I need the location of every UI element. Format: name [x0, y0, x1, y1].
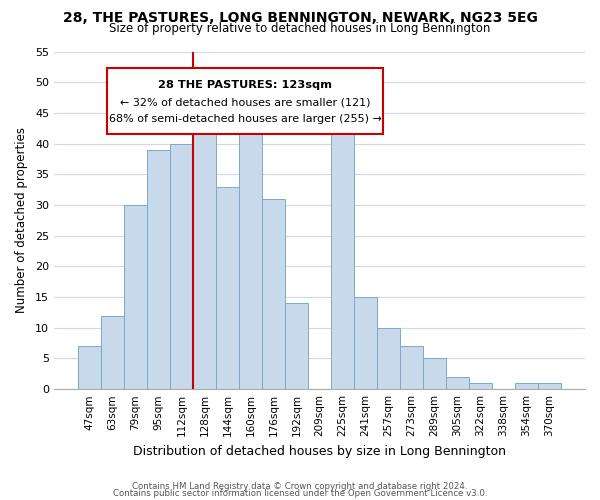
Bar	[423, 358, 446, 389]
X-axis label: Distribution of detached houses by size in Long Bennington: Distribution of detached houses by size …	[133, 444, 506, 458]
Text: Contains public sector information licensed under the Open Government Licence v3: Contains public sector information licen…	[113, 489, 487, 498]
Bar	[170, 144, 193, 389]
Bar	[101, 316, 124, 389]
Bar	[285, 303, 308, 389]
Bar	[515, 383, 538, 389]
Text: 28 THE PASTURES: 123sqm: 28 THE PASTURES: 123sqm	[158, 80, 332, 90]
Text: ← 32% of detached houses are smaller (121): ← 32% of detached houses are smaller (12…	[120, 97, 370, 107]
Bar	[469, 383, 492, 389]
Text: 68% of semi-detached houses are larger (255) →: 68% of semi-detached houses are larger (…	[109, 114, 382, 124]
Bar	[78, 346, 101, 389]
Bar	[262, 199, 285, 389]
Bar	[193, 132, 216, 389]
Bar	[446, 377, 469, 389]
Y-axis label: Number of detached properties: Number of detached properties	[15, 128, 28, 314]
FancyBboxPatch shape	[107, 68, 383, 134]
Text: Size of property relative to detached houses in Long Bennington: Size of property relative to detached ho…	[109, 22, 491, 35]
Bar	[124, 205, 147, 389]
Bar	[538, 383, 561, 389]
Bar	[354, 297, 377, 389]
Bar	[147, 150, 170, 389]
Bar	[400, 346, 423, 389]
Text: 28, THE PASTURES, LONG BENNINGTON, NEWARK, NG23 5EG: 28, THE PASTURES, LONG BENNINGTON, NEWAR…	[62, 11, 538, 25]
Bar	[331, 132, 354, 389]
Bar	[239, 113, 262, 389]
Text: Contains HM Land Registry data © Crown copyright and database right 2024.: Contains HM Land Registry data © Crown c…	[132, 482, 468, 491]
Bar	[377, 328, 400, 389]
Bar	[216, 186, 239, 389]
